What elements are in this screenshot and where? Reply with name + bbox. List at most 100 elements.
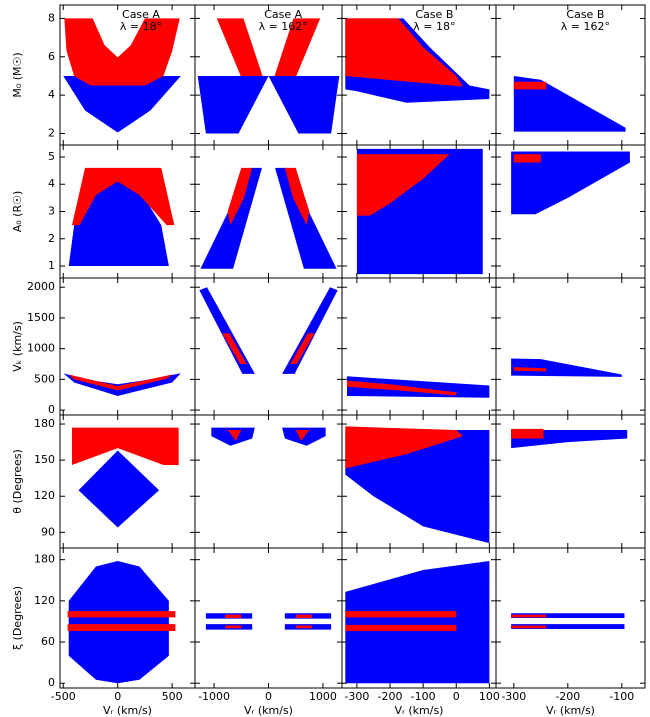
- x-axis-label: Vᵣ (km/s): [244, 704, 293, 717]
- region: [295, 614, 313, 618]
- panel: [496, 5, 645, 145]
- region: [222, 333, 247, 365]
- panel: [60, 278, 195, 415]
- y-tick-label: 8: [48, 11, 55, 24]
- x-tick-label: 100: [479, 690, 500, 703]
- panel: [496, 415, 645, 548]
- region: [345, 561, 490, 684]
- panel: [60, 548, 195, 688]
- panel-title: λ = 18°: [120, 20, 162, 33]
- y-tick-label: 0: [48, 403, 55, 416]
- panel: [342, 278, 496, 415]
- region: [511, 358, 622, 377]
- panel: [195, 548, 342, 688]
- y-axis-label: θ (Degrees): [11, 449, 24, 514]
- panel-title: λ = 162°: [561, 20, 610, 33]
- region: [63, 75, 181, 133]
- panel: [342, 145, 496, 278]
- region: [197, 75, 269, 134]
- panel: [60, 145, 195, 278]
- region: [345, 611, 457, 618]
- region: [67, 611, 176, 618]
- panel: [195, 278, 342, 415]
- region: [68, 374, 173, 391]
- x-tick-label: -300: [501, 690, 526, 703]
- panel-title: λ = 18°: [413, 20, 455, 33]
- y-tick-label: 1: [48, 259, 55, 272]
- y-tick-label: 0: [48, 676, 55, 689]
- region: [511, 625, 547, 629]
- region: [224, 614, 242, 618]
- y-axis-label: A₀ (R☉): [11, 191, 24, 233]
- region: [78, 450, 160, 528]
- y-tick-label: 6: [48, 50, 55, 63]
- region: [295, 625, 313, 629]
- y-tick-label: 120: [34, 489, 55, 502]
- region: [345, 18, 463, 87]
- y-tick-label: 60: [41, 635, 55, 648]
- y-axis-label: M₀ (M☉): [11, 52, 24, 97]
- region: [199, 287, 255, 374]
- x-tick-label: -500: [51, 690, 76, 703]
- region: [346, 380, 457, 396]
- region: [290, 333, 315, 365]
- panel-background: [60, 278, 195, 415]
- x-axis-label: Vᵣ (km/s): [546, 704, 595, 717]
- x-tick-label: 0: [114, 690, 121, 703]
- region: [513, 367, 547, 372]
- y-tick-label: 90: [41, 525, 55, 538]
- panel-frame: [495, 547, 646, 689]
- y-tick-label: 120: [34, 594, 55, 607]
- x-tick-label: 1000: [309, 690, 337, 703]
- region: [227, 167, 253, 226]
- y-tick-label: 5: [48, 150, 55, 163]
- y-axis-label: ξ (Degrees): [11, 586, 24, 650]
- panel: [496, 278, 645, 415]
- region: [71, 167, 175, 226]
- panel: [195, 5, 342, 145]
- region: [282, 287, 338, 374]
- region: [345, 624, 457, 632]
- panel: [342, 415, 496, 548]
- panel-title: Case B: [415, 8, 453, 21]
- y-axis-label: Vₖ (km/s): [11, 321, 24, 372]
- y-tick-label: 2000: [27, 280, 55, 293]
- x-axis-label: Vᵣ (km/s): [103, 704, 152, 717]
- region: [268, 75, 340, 134]
- region: [345, 426, 463, 469]
- region: [64, 18, 180, 86]
- region: [513, 154, 541, 163]
- y-tick-label: 2: [48, 126, 55, 139]
- x-tick-label: 0: [453, 690, 460, 703]
- region: [274, 18, 321, 76]
- x-axis-label: Vᵣ (km/s): [395, 704, 444, 717]
- panel: [496, 145, 645, 278]
- region: [224, 625, 242, 629]
- x-tick-label: -100: [411, 690, 436, 703]
- panel: [342, 5, 496, 145]
- y-tick-label: 4: [48, 177, 55, 190]
- x-tick-label: -100: [609, 690, 634, 703]
- y-tick-label: 3: [48, 205, 55, 218]
- y-tick-label: 1000: [27, 342, 55, 355]
- panel-background: [195, 278, 342, 415]
- y-tick-label: 500: [34, 372, 55, 385]
- region: [227, 430, 242, 441]
- y-tick-label: 4: [48, 88, 55, 101]
- y-tick-label: 150: [34, 453, 55, 466]
- x-tick-label: 500: [162, 690, 183, 703]
- y-tick-label: 2: [48, 232, 55, 245]
- region: [511, 428, 544, 439]
- panel: [496, 548, 645, 688]
- x-tick-label: -1000: [198, 690, 230, 703]
- region: [356, 154, 450, 216]
- region: [513, 75, 626, 132]
- panel-title: λ = 162°: [259, 20, 308, 33]
- panel-title: Case B: [566, 8, 604, 21]
- y-tick-label: 180: [34, 553, 55, 566]
- panel: [342, 548, 496, 688]
- y-tick-label: 180: [34, 417, 55, 430]
- panel-title: Case A: [122, 8, 160, 21]
